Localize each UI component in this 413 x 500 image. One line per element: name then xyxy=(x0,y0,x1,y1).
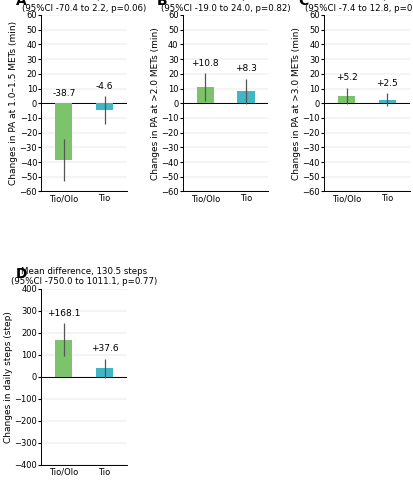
Title: Mean difference, 130.5 steps
(95%CI -750.0 to 1011.1, p=0.77): Mean difference, 130.5 steps (95%CI -750… xyxy=(11,267,157,286)
Text: D: D xyxy=(16,268,27,281)
Title: Mean difference, 2.5 min
(95%CI -19.0 to 24.0, p=0.82): Mean difference, 2.5 min (95%CI -19.0 to… xyxy=(160,0,290,13)
Y-axis label: Changes in PA at 1.0–1.5 METs (min): Changes in PA at 1.0–1.5 METs (min) xyxy=(9,21,18,186)
Text: -4.6: -4.6 xyxy=(96,82,113,90)
Bar xyxy=(96,368,113,377)
Y-axis label: Changes in PA at >2.0 METs (min): Changes in PA at >2.0 METs (min) xyxy=(150,27,159,180)
Bar xyxy=(378,100,395,103)
Text: +2.5: +2.5 xyxy=(376,78,397,88)
Y-axis label: Changes in daily steps (step): Changes in daily steps (step) xyxy=(4,311,13,442)
Text: -38.7: -38.7 xyxy=(52,89,75,98)
Text: +8.3: +8.3 xyxy=(235,64,256,73)
Bar xyxy=(196,88,213,103)
Text: C: C xyxy=(298,0,308,8)
Text: +10.8: +10.8 xyxy=(191,59,218,68)
Text: +37.6: +37.6 xyxy=(90,344,118,353)
Bar xyxy=(96,103,113,110)
Title: Mean difference, 34.1 min
(95%CI -70.4 to 2.2, p=0.06): Mean difference, 34.1 min (95%CI -70.4 t… xyxy=(22,0,146,13)
Bar xyxy=(55,103,72,160)
Text: +5.2: +5.2 xyxy=(335,73,356,82)
Text: A: A xyxy=(16,0,26,8)
Bar xyxy=(55,340,72,377)
Bar xyxy=(337,96,354,103)
Bar xyxy=(237,91,254,103)
Text: +168.1: +168.1 xyxy=(47,309,81,318)
Y-axis label: Changes in PA at >3.0 METs (min): Changes in PA at >3.0 METs (min) xyxy=(291,27,300,180)
Title: Mean difference, 2.7 min
(95%CI -7.4 to 12.8, p=0.60): Mean difference, 2.7 min (95%CI -7.4 to … xyxy=(304,0,413,13)
Text: B: B xyxy=(157,0,167,8)
